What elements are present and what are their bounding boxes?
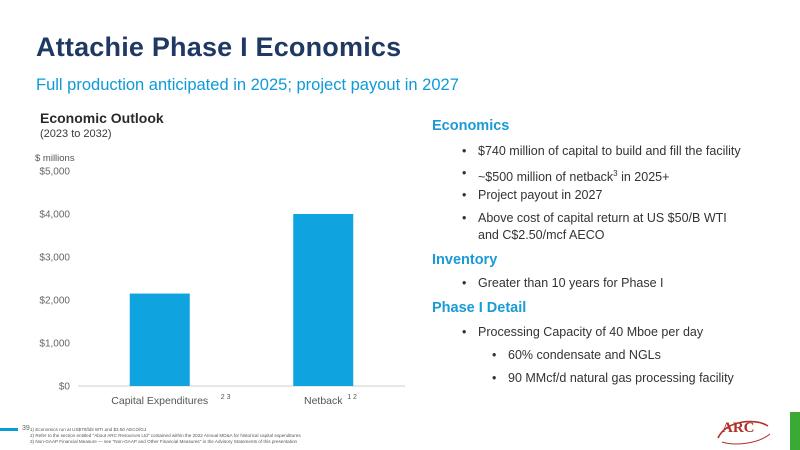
footnote: 1) Economics run at US$70/bbl WTI and $3… bbox=[30, 427, 147, 432]
x-tick-label: Netback bbox=[304, 395, 343, 407]
y-tick-label: $2,000 bbox=[39, 296, 70, 307]
y-tick-label: $3,000 bbox=[39, 253, 70, 264]
economics-bullet: • Above cost of capital return at US $50/… bbox=[462, 211, 727, 225]
footnote: 3) Non-GAAP Financial Measure — see "Non… bbox=[30, 439, 298, 444]
y-axis-ticks: $0 $1,000 $2,000 $3,000 $4,000 $5,000 bbox=[39, 167, 70, 393]
detail-sub-bullet: • 60% condensate and NGLs bbox=[492, 348, 661, 362]
detail-bullet: • Processing Capacity of 40 Mboe per day bbox=[462, 325, 704, 339]
chart-title: Economic Outlook bbox=[40, 110, 164, 126]
bar bbox=[293, 214, 354, 386]
bars bbox=[129, 214, 354, 386]
bar bbox=[129, 293, 190, 386]
page-subtitle: Full production anticipated in 2025; pro… bbox=[36, 76, 459, 94]
footer-accent-line bbox=[0, 428, 18, 431]
logo-swoosh-icon bbox=[717, 420, 771, 445]
economics-heading: Economics bbox=[432, 118, 510, 134]
bar-chart: $ millions $0 $1,000 $2,000 $3,000 $4,000 $5,… bbox=[35, 153, 405, 407]
page-title: Attachie Phase I Economics bbox=[36, 32, 402, 62]
x-tick-footnote-ref: 2 3 bbox=[221, 394, 231, 401]
inventory-bullet: • Greater than 10 years for Phase I bbox=[462, 276, 664, 290]
y-tick-label: $5,000 bbox=[39, 167, 70, 178]
detail-sub-bullet: • 90 MMcf/d natural gas processing facili… bbox=[492, 371, 734, 385]
economics-bullet: • Project payout in 2027 bbox=[462, 188, 603, 202]
chart-subtitle: (2023 to 2032) bbox=[40, 128, 112, 140]
footnote: 2) Refer to the section entitled "About … bbox=[30, 433, 301, 438]
economics-bullet: • ~$500 million of netback3 in 2025+ bbox=[462, 166, 670, 185]
brand-accent-bar bbox=[790, 412, 800, 450]
page-number: 39 bbox=[22, 425, 30, 432]
company-logo: ARC bbox=[722, 420, 755, 436]
x-tick-label: Capital Expenditures bbox=[111, 395, 208, 407]
y-tick-label: $4,000 bbox=[39, 210, 70, 221]
y-tick-label: $0 bbox=[59, 382, 71, 393]
economics-bullet: • $740 million of capital to build and fi… bbox=[462, 144, 741, 158]
footnotes: 1) Economics run at US$70/bbl WTI and $3… bbox=[30, 427, 301, 445]
x-tick-footnote-ref: 1 2 bbox=[347, 394, 357, 401]
inventory-heading: Inventory bbox=[432, 252, 498, 268]
y-tick-label: $1,000 bbox=[39, 339, 70, 350]
x-axis-labels: Capital Expenditures 2 3 Netback 1 2 bbox=[111, 394, 357, 407]
economics-bullet-continuation: and C$2.50/mcf AECO bbox=[478, 228, 605, 242]
y-axis-unit-label: $ millions bbox=[35, 153, 75, 164]
detail-heading: Phase I Detail bbox=[432, 300, 527, 316]
